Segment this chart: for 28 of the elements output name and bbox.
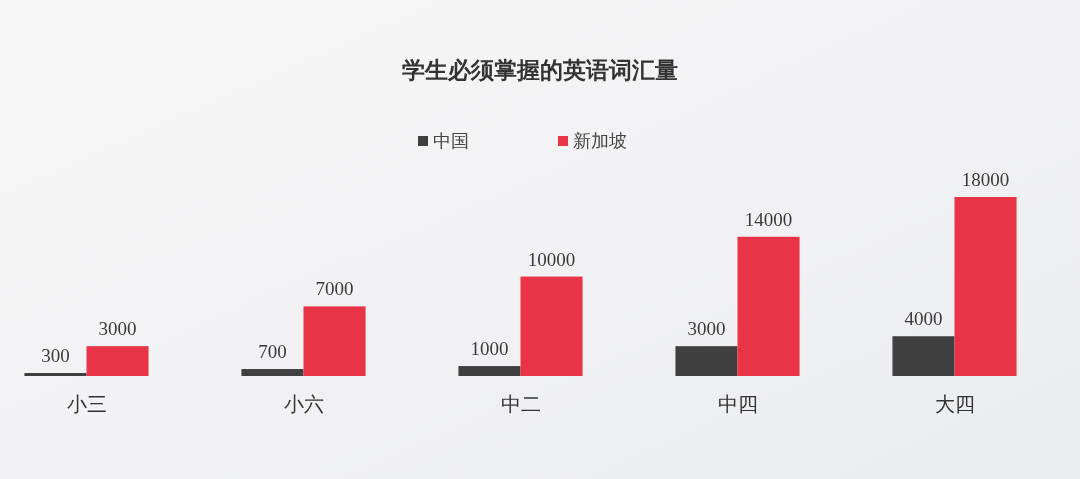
bar [458,366,521,376]
bar [675,346,738,376]
data-label: 10000 [527,248,576,270]
bar [892,336,955,376]
x-tick-label: 大四 [934,393,975,415]
legend-label: 中国 [433,131,469,151]
bar [303,306,366,376]
data-label: 3000 [687,318,726,340]
x-tick-label: 小六 [283,393,324,415]
bar [86,346,149,376]
bar [954,197,1017,376]
data-label: 7000 [315,278,354,300]
legend-label: 新加坡 [573,131,627,151]
data-label: 14000 [744,208,793,230]
bar [24,373,87,376]
data-label: 4000 [904,308,943,330]
bar [520,276,583,376]
x-tick-label: 中四 [717,393,758,415]
data-label: 18000 [961,169,1010,190]
data-label: 300 [41,345,70,367]
chart-title: 学生必须掌握的英语词汇量 [402,57,678,83]
bar [737,236,800,376]
data-label: 3000 [98,318,137,340]
x-tick-label: 小三 [66,393,107,415]
bar [241,369,304,376]
x-tick-label: 中二 [500,393,541,415]
data-label: 700 [258,341,287,363]
data-label: 1000 [470,338,509,360]
